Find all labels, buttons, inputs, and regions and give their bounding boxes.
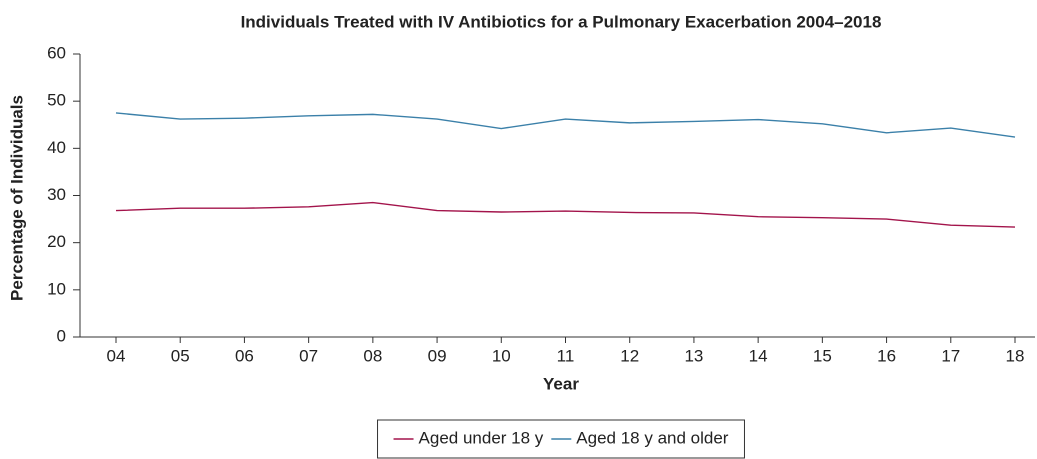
y-tick-label: 20 [47,232,66,251]
y-tick-label: 30 [47,185,66,204]
x-tick-label: 14 [749,346,768,365]
chart-title: Individuals Treated with IV Antibiotics … [241,12,882,31]
x-tick-label: 18 [1006,346,1025,365]
x-tick-label: 07 [299,346,318,365]
x-tick-label: 13 [684,346,703,365]
y-tick-label: 60 [47,43,66,62]
series-line [115,201,1016,228]
x-tick-label: 10 [492,346,511,365]
x-tick-label: 15 [813,346,832,365]
x-tick-label: 16 [877,346,896,365]
x-tick-label: 06 [235,346,254,365]
legend-label: Aged 18 y and older [576,428,729,447]
legend: Aged under 18 y Aged 18 y and older [393,428,729,447]
x-tick-label: 11 [557,346,575,365]
x-axis-label: Year [543,374,579,393]
x-tick-label: 09 [428,346,447,365]
x-tick-label: 04 [107,346,126,365]
legend-label: Aged under 18 y [419,428,544,447]
y-tick-label: 40 [47,138,66,157]
x-tick-label: 12 [620,346,639,365]
y-tick-label: 10 [47,279,66,298]
y-tick-label: 0 [57,326,66,345]
x-tick-label: 17 [941,346,960,365]
x-tick-label: 05 [171,346,190,365]
y-axis-label: Percentage of Individuals [7,95,26,301]
x-tick-label: 08 [363,346,382,365]
y-tick-label: 50 [47,91,66,110]
series-line [115,112,1016,138]
